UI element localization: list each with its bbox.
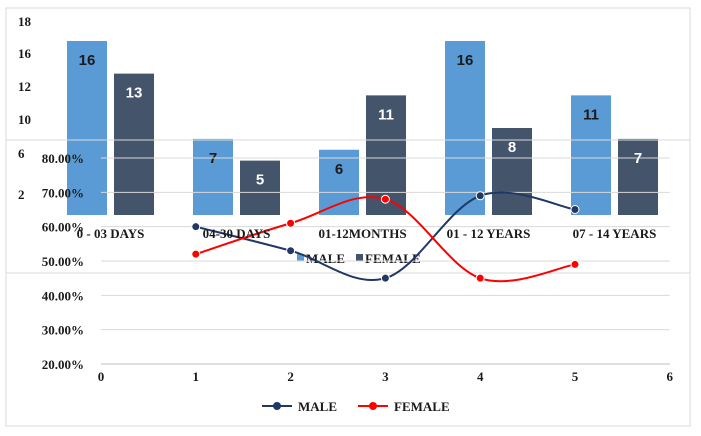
- line-point-male: [191, 222, 201, 232]
- line-x-tick-label: 4: [477, 369, 484, 384]
- bar-legend-label: FEMALE: [365, 251, 421, 266]
- line-legend-marker: [273, 402, 281, 410]
- line-x-tick-label: 1: [193, 369, 200, 384]
- bar-female: [114, 73, 154, 215]
- bar-value-label: 16: [79, 52, 96, 69]
- line-y-tick-label: 60.00%: [42, 220, 84, 235]
- line-point-female: [380, 194, 390, 204]
- bar-legend-label: MALE: [306, 251, 345, 266]
- bar-category-label: 01-12MONTHS: [318, 226, 406, 241]
- bar-value-label: 16: [457, 52, 474, 69]
- bar-category-label: 01 - 12 YEARS: [447, 226, 531, 241]
- bar-y-tick-label: 12: [18, 79, 31, 94]
- line-point-female: [286, 218, 296, 228]
- line-y-tick-label: 70.00%: [42, 185, 84, 200]
- bar-category-label: 04-30 DAYS: [203, 226, 271, 241]
- bar-female: [618, 138, 658, 215]
- line-y-tick-label: 50.00%: [42, 254, 84, 269]
- line-x-tick-label: 3: [382, 369, 389, 384]
- bar-male: [571, 95, 611, 215]
- bar-male: [67, 41, 107, 215]
- bar-male: [193, 138, 233, 215]
- line-y-tick-label: 80.00%: [42, 151, 84, 166]
- bar-category-label: 0 - 03 DAYS: [77, 226, 145, 241]
- line-point-male: [570, 205, 580, 214]
- bar-legend-swatch: [356, 254, 363, 261]
- line-legend-marker: [369, 402, 377, 410]
- bar-y-tick-label: 2: [18, 187, 25, 202]
- bar-female: [492, 128, 532, 215]
- line-point-female: [191, 249, 201, 259]
- line-point-male: [380, 273, 390, 283]
- bar-value-label: 8: [508, 139, 516, 156]
- line-point-female: [570, 259, 580, 269]
- bar-value-label: 13: [126, 85, 143, 102]
- bar-y-tick-label: 18: [18, 14, 32, 29]
- bar-y-tick-label: 6: [18, 146, 25, 161]
- line-y-tick-label: 20.00%: [42, 357, 84, 372]
- line-point-male: [286, 246, 296, 256]
- line-y-tick-label: 40.00%: [42, 288, 84, 303]
- bar-value-label: 11: [378, 106, 394, 123]
- line-x-tick-label: 5: [572, 369, 579, 384]
- line-x-tick-label: 0: [98, 369, 105, 384]
- line-chart: 80.00% 70.00% 60.00% 50.00% 40.00% 30.00% 20.0…: [5, 139, 691, 427]
- line-point-male: [475, 191, 485, 201]
- bar-value-label: 5: [256, 172, 264, 189]
- line-x-tick-label: 6: [667, 369, 674, 384]
- line-y-tick-label: 30.00%: [42, 323, 84, 338]
- bar-value-label: 11: [583, 106, 599, 123]
- bar-value-label: 6: [335, 161, 343, 178]
- bar-y-tick-label: 16: [18, 46, 32, 61]
- bar-male: [445, 41, 485, 215]
- line-legend-label: FEMALE: [394, 399, 450, 414]
- line-x-tick-label: 2: [287, 369, 294, 384]
- line-chart-frame: [5, 139, 691, 427]
- bar-y-tick-label: 10: [18, 112, 31, 127]
- bar-female: [240, 160, 280, 215]
- line-point-female: [475, 273, 485, 283]
- bar-legend-swatch: [297, 254, 304, 261]
- bar-category-label: 07 - 14 YEARS: [573, 226, 657, 241]
- line-legend-label: MALE: [298, 399, 337, 414]
